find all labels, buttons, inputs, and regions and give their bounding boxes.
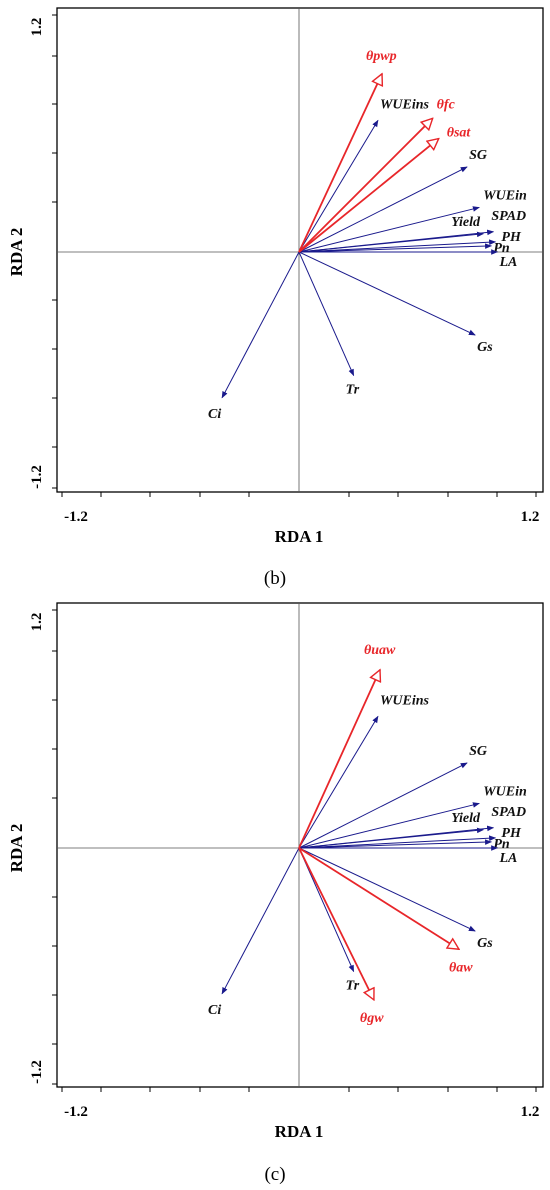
panel-c-label-gs: Gs: [477, 936, 493, 951]
panel-b-label-pn: Pn: [493, 241, 510, 256]
panel-b-label-wuein: WUEin: [483, 188, 527, 203]
panel-b-arrow-tr: [298, 251, 355, 377]
panel-c-arrow-pn: [298, 839, 493, 849]
panel-c-x-tick-left: -1.2: [64, 1104, 88, 1120]
panel-b-label-yield: Yield: [451, 215, 481, 230]
panel-b-arrow-wueins: [298, 119, 379, 253]
panel-c-y-ticks: [52, 609, 57, 1085]
panel-c-label-ci: Ci: [208, 1003, 221, 1018]
panel-b-label-ci: Ci: [208, 407, 221, 422]
panel-c-arrow-wueins: [298, 715, 379, 849]
panel-c-arrow-sg: [298, 762, 468, 849]
panel-c-arrow-gs: [298, 847, 476, 932]
panel-c-label-yield: Yield: [451, 811, 481, 826]
panel-b-arrow-ci: [221, 251, 300, 399]
panel-c-arrow-spad: [298, 825, 495, 849]
panel-c-arrow-theta-gw: [298, 847, 375, 1000]
panel-b-arrow-theta-sat: [298, 139, 439, 253]
panel-b-label-wueins: WUEins: [380, 97, 430, 112]
panel-c-arrow-tr: [298, 847, 355, 973]
panel-b-y-tick-top: 1.2: [29, 18, 45, 37]
panel-b-label-gs: Gs: [477, 340, 493, 355]
panel-c-label-wueins: WUEins: [380, 693, 430, 708]
panel-c-label-ph: PH: [501, 826, 522, 841]
panel-b-arrow-theta-pwp: [298, 74, 382, 253]
panel-b-frame: [56, 7, 544, 493]
panel-c-label: (c): [264, 1164, 285, 1185]
panel-c-y-tick-bottom: -1.2: [29, 1060, 45, 1084]
panel-b-label-theta-sat: θsat: [447, 126, 472, 141]
panel-c-label-la: LA: [498, 851, 517, 866]
panel-b-x-ticks: [61, 492, 537, 497]
panel-b-y-tick-bottom: -1.2: [29, 465, 45, 489]
panel-b-y-axis-title: RDA 2: [7, 228, 26, 277]
panel-b-arrow-wuein: [298, 206, 480, 253]
panel-b-arrow-ph: [298, 239, 497, 253]
panel-c-x-ticks: [61, 1087, 537, 1092]
panel-c-label-theta-uaw: θuaw: [364, 643, 396, 658]
panel-b-x-tick-right: 1.2: [521, 509, 540, 525]
panel-b-arrow-gs: [298, 251, 476, 336]
panel-b-arrow-spad: [298, 229, 495, 253]
panel-b-arrow-theta-fc: [298, 118, 433, 253]
panel-b: 1.2 -1.2 -1.2 1.2 RDA 1 RDA 2 (b) WUEins…: [7, 7, 544, 589]
panel-b-y-ticks: [52, 14, 57, 489]
panel-c-arrow-ph: [298, 835, 497, 849]
panel-c-label-theta-aw: θaw: [449, 960, 473, 975]
panel-c-arrow-wuein: [298, 802, 480, 849]
panel-c-label-sg: SG: [469, 744, 487, 759]
panel-b-label-ph: PH: [501, 230, 522, 245]
panel-b-label-la: LA: [498, 255, 517, 270]
panel-c-x-tick-right: 1.2: [521, 1104, 540, 1120]
panel-b-label-theta-pwp: θpwp: [366, 49, 397, 64]
panel-c: 1.2 -1.2 -1.2 1.2 RDA 1 RDA 2 (c) WUEins…: [7, 602, 544, 1185]
panel-c-label-tr: Tr: [346, 979, 360, 994]
panel-b-x-tick-left: -1.2: [64, 509, 88, 525]
panel-b-label: (b): [264, 568, 286, 589]
panel-b-x-axis-title: RDA 1: [275, 527, 324, 546]
panel-c-frame: [56, 602, 544, 1088]
panel-c-arrow-theta-uaw: [298, 670, 380, 849]
panel-c-label-pn: Pn: [493, 837, 510, 852]
panel-c-label-wuein: WUEin: [483, 784, 527, 799]
panel-c-label-theta-gw: θgw: [360, 1011, 384, 1026]
panel-b-label-spad: SPAD: [491, 209, 526, 224]
panel-b-arrow-sg: [298, 166, 468, 253]
panel-c-x-axis-title: RDA 1: [275, 1122, 324, 1141]
panel-c-label-spad: SPAD: [491, 805, 526, 820]
panel-c-arrow-ci: [221, 847, 300, 995]
panel-b-label-theta-fc: θfc: [437, 97, 456, 112]
panel-c-y-axis-title: RDA 2: [7, 824, 26, 873]
panel-c-y-tick-top: 1.2: [29, 613, 45, 632]
panel-b-arrow-pn: [298, 243, 493, 253]
panel-c-arrow-theta-aw: [298, 847, 459, 949]
panel-b-label-tr: Tr: [346, 383, 360, 398]
panel-b-label-sg: SG: [469, 148, 487, 163]
